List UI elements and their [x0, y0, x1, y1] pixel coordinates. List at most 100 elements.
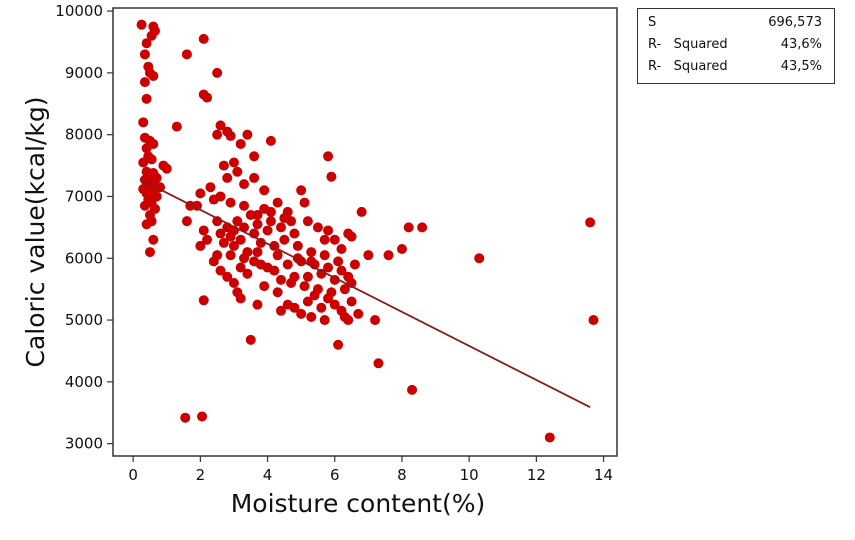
y-tick-label: 8000	[65, 126, 103, 144]
data-point	[276, 274, 286, 285]
data-point	[312, 284, 323, 295]
data-point	[228, 277, 239, 288]
data-point	[195, 188, 206, 199]
data-point	[239, 200, 250, 211]
data-point	[198, 225, 209, 236]
data-point	[302, 271, 313, 282]
data-point	[272, 197, 283, 208]
y-tick-label: 9000	[65, 64, 103, 82]
data-point	[383, 250, 394, 261]
data-point	[333, 339, 344, 350]
data-point	[262, 225, 273, 236]
data-point	[222, 271, 233, 282]
x-axis: 0 2 4 6 8 10 12 14	[128, 456, 613, 484]
data-point	[228, 240, 239, 251]
data-point	[195, 240, 206, 251]
data-point	[212, 67, 223, 78]
data-point	[239, 179, 250, 190]
data-point	[403, 222, 414, 233]
data-point	[222, 172, 233, 183]
data-point	[245, 334, 256, 345]
y-tick-label: 4000	[65, 373, 103, 391]
data-point	[138, 157, 149, 168]
data-point	[339, 284, 350, 295]
data-point	[215, 120, 226, 131]
x-tick-label: 6	[330, 466, 340, 484]
data-point	[319, 250, 330, 261]
data-point	[141, 143, 152, 154]
data-point	[148, 70, 159, 81]
data-point	[235, 234, 246, 245]
data-point	[232, 166, 243, 177]
data-point	[269, 265, 280, 276]
data-point	[316, 268, 327, 279]
data-point	[329, 234, 340, 245]
data-point	[141, 219, 152, 230]
data-point	[316, 302, 327, 313]
data-point	[215, 265, 226, 276]
data-point	[306, 311, 317, 322]
data-point	[141, 38, 152, 49]
stats-value: 43,5%	[780, 59, 822, 74]
data-point	[323, 262, 334, 273]
data-point	[136, 19, 147, 30]
data-point	[353, 308, 364, 319]
data-point	[252, 210, 263, 221]
x-axis-title: Moisture content(%)	[231, 489, 486, 518]
data-point	[259, 281, 270, 292]
fit-line-layer	[139, 178, 591, 408]
data-point	[228, 157, 239, 168]
data-point	[235, 293, 246, 304]
data-point	[312, 222, 323, 233]
data-point	[255, 237, 266, 248]
x-tick-label: 10	[460, 466, 479, 484]
data-point	[286, 277, 297, 288]
data-point	[272, 287, 283, 298]
data-point	[202, 234, 213, 245]
data-point	[212, 129, 223, 140]
data-point	[326, 287, 337, 298]
data-point	[585, 217, 596, 228]
data-point	[323, 151, 334, 162]
data-point	[242, 268, 253, 279]
data-point	[333, 256, 344, 267]
data-point	[326, 171, 337, 182]
x-tick-label: 12	[527, 466, 546, 484]
data-point	[161, 163, 172, 174]
data-point	[205, 182, 216, 193]
data-point	[171, 121, 182, 132]
data-point	[276, 305, 286, 316]
y-tick-label: 7000	[65, 187, 103, 205]
stats-label: R- Squared	[648, 37, 728, 52]
data-point	[252, 219, 263, 230]
data-point	[139, 200, 150, 211]
data-point	[218, 160, 229, 171]
data-point	[349, 259, 360, 270]
data-point	[215, 191, 226, 202]
stats-value: 696,573	[768, 15, 822, 30]
regression-stats-box: S 696,573 R- Squared 43,6% R- Squared 43…	[637, 8, 835, 84]
data-point	[299, 281, 310, 292]
data-point	[282, 259, 293, 270]
data-point	[407, 384, 418, 395]
data-point	[141, 93, 152, 104]
data-point	[259, 185, 270, 196]
data-point	[292, 240, 303, 251]
stats-row-r-squared-adj: R- Squared 43,5%	[638, 58, 834, 76]
data-points	[136, 19, 599, 443]
data-point	[544, 432, 555, 443]
plot-frame	[112, 7, 618, 457]
data-point	[272, 250, 283, 261]
y-tick-label: 6000	[65, 249, 103, 267]
y-tick-label: 5000	[65, 311, 103, 329]
y-tick-label: 3000	[65, 435, 103, 453]
data-point	[306, 247, 317, 258]
data-point	[218, 237, 229, 248]
y-tick-label: 10000	[55, 2, 103, 20]
data-point	[249, 172, 260, 183]
data-point	[323, 225, 334, 236]
data-point	[146, 154, 157, 165]
data-point	[356, 206, 367, 217]
data-point	[180, 412, 191, 423]
